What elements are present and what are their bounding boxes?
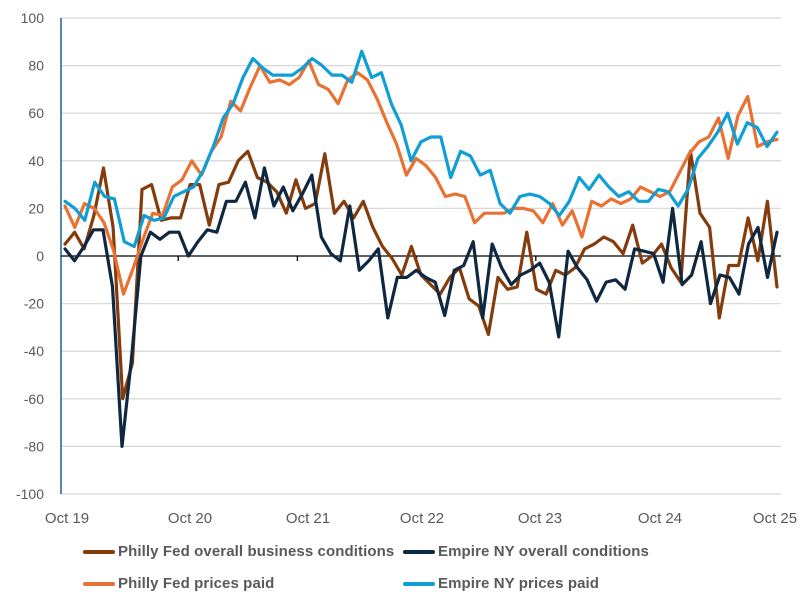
series-line-empire-ny-overall-conditions <box>63 166 779 448</box>
y-tick-label: 60 <box>28 105 44 121</box>
y-tick-label: -40 <box>24 343 44 359</box>
x-tick-label: Oct 20 <box>168 510 212 527</box>
series-line-philly-fed-prices-paid <box>63 59 779 296</box>
y-tick-label: 80 <box>28 58 44 74</box>
x-tick-label: Oct 23 <box>518 510 562 527</box>
x-axis: Oct 19 Oct 20 Oct 21 Oct 22 Oct 23 Oct 24 Oct … <box>45 255 797 527</box>
gridlines <box>61 17 781 495</box>
x-tick-label: Oct 19 <box>45 510 89 527</box>
x-tick-label: Oct 21 <box>286 510 330 527</box>
y-tick-label: 100 <box>21 10 45 26</box>
y-tick-label: -80 <box>24 438 44 454</box>
y-axis: 100 80 60 40 20 0 -20 -40 -60 -80 -100 <box>16 10 62 502</box>
y-tick-label: -20 <box>24 296 44 312</box>
x-tick-label: Oct 22 <box>400 510 444 527</box>
y-tick-label: 0 <box>36 248 44 264</box>
x-tick-label: Oct 25 <box>753 510 797 527</box>
y-tick-label: -100 <box>16 486 44 502</box>
y-tick-label: -60 <box>24 391 44 407</box>
y-tick-label: 40 <box>28 153 44 169</box>
series-lines <box>63 49 779 448</box>
y-tick-label: 20 <box>28 200 44 216</box>
series-line-empire-ny-prices-paid <box>63 49 779 249</box>
x-tick-label: Oct 24 <box>638 510 682 527</box>
